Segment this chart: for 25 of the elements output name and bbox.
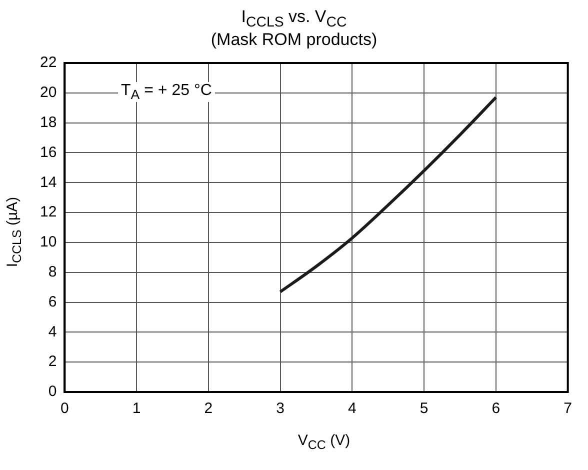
x-tick-label: 7 <box>564 400 572 418</box>
y-tick-label: 6 <box>48 293 57 310</box>
x-tick-label: 4 <box>348 400 356 418</box>
y-tick-label: 4 <box>48 323 57 340</box>
y-tick-label: 16 <box>40 144 57 161</box>
chart-subtitle: (Mask ROM products) <box>210 30 378 50</box>
y-tick-label: 14 <box>40 174 57 191</box>
x-tick-label: 5 <box>420 400 428 418</box>
y-tick-label: 22 <box>40 54 57 72</box>
y-tick-label: 10 <box>40 234 57 251</box>
x-tick-label: 3 <box>276 400 284 418</box>
line-series <box>278 96 498 294</box>
x-tick-label: 2 <box>204 400 213 418</box>
x-axis-title: V$_{CC}$ (V) <box>296 432 352 452</box>
annotation: T$_{A}$ = + 25 °C <box>118 82 215 102</box>
x-tick-label: 0 <box>60 400 69 418</box>
y-tick-label: 12 <box>40 204 57 221</box>
x-tick-label: 1 <box>132 400 141 418</box>
x-tick-label: 6 <box>492 400 500 418</box>
y-tick-label: 0 <box>48 383 57 400</box>
chart-title: I$_{CCLS}$ vs. V$_{CC}$ <box>240 7 348 32</box>
y-tick-label: 18 <box>40 114 57 131</box>
y-tick-label: 2 <box>48 353 57 370</box>
y-tick-label: 8 <box>48 264 57 281</box>
y-tick-label: 20 <box>40 84 57 102</box>
